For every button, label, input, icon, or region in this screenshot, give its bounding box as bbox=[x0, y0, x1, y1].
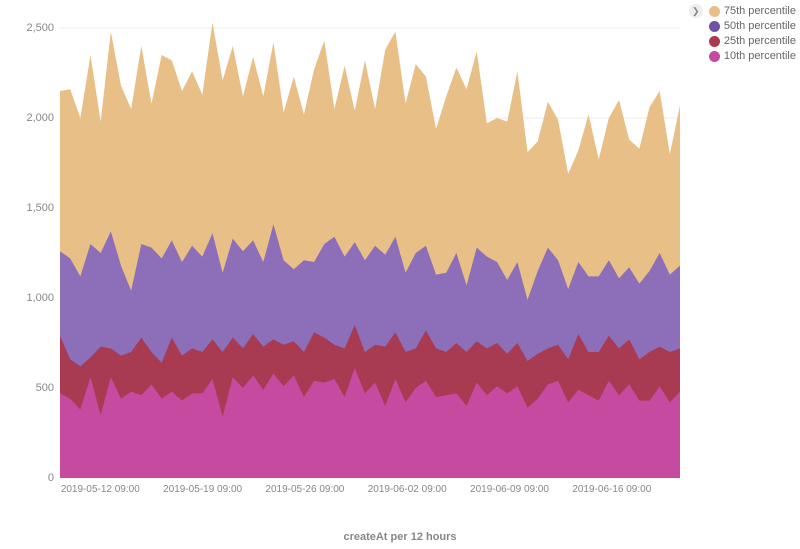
legend-swatch-10th bbox=[709, 51, 720, 62]
legend-row[interactable]: 25th percentile bbox=[689, 34, 796, 48]
x-tick-label: 2019-05-26 09:00 bbox=[265, 484, 344, 495]
percentile-area-chart: Percentiles of duration createAt per 12 … bbox=[0, 0, 800, 549]
x-tick-label: 2019-06-09 09:00 bbox=[470, 484, 549, 495]
legend-swatch-75th bbox=[709, 6, 720, 17]
legend-label: 25th percentile bbox=[724, 35, 796, 47]
legend-label: 10th percentile bbox=[724, 50, 796, 62]
chevron-right-icon: ❯ bbox=[689, 4, 703, 18]
legend-row[interactable]: 10th percentile bbox=[689, 49, 796, 63]
y-tick-label: 1,000 bbox=[14, 292, 54, 304]
y-tick-label: 0 bbox=[14, 472, 54, 484]
y-tick-label: 500 bbox=[14, 382, 54, 394]
x-tick-label: 2019-06-02 09:00 bbox=[368, 484, 447, 495]
legend-chevron-row[interactable]: ❯ 75th percentile bbox=[689, 4, 796, 18]
legend-swatch-25th bbox=[709, 36, 720, 47]
x-tick-label: 2019-06-16 09:00 bbox=[572, 484, 651, 495]
legend-label: 75th percentile bbox=[724, 5, 796, 17]
y-tick-label: 2,500 bbox=[14, 22, 54, 34]
x-tick-label: 2019-05-12 09:00 bbox=[61, 484, 140, 495]
legend: ❯ 75th percentile 50th percentile 25th p… bbox=[689, 4, 796, 64]
legend-label: 50th percentile bbox=[724, 20, 796, 32]
plot-area: 05001,0001,5002,0002,5002019-05-12 09:00… bbox=[60, 10, 680, 500]
y-tick-label: 2,000 bbox=[14, 112, 54, 124]
y-tick-label: 1,500 bbox=[14, 202, 54, 214]
x-axis-label: createAt per 12 hours bbox=[343, 531, 456, 543]
legend-swatch-50th bbox=[709, 21, 720, 32]
x-tick-label: 2019-05-19 09:00 bbox=[163, 484, 242, 495]
legend-row[interactable]: 50th percentile bbox=[689, 19, 796, 33]
